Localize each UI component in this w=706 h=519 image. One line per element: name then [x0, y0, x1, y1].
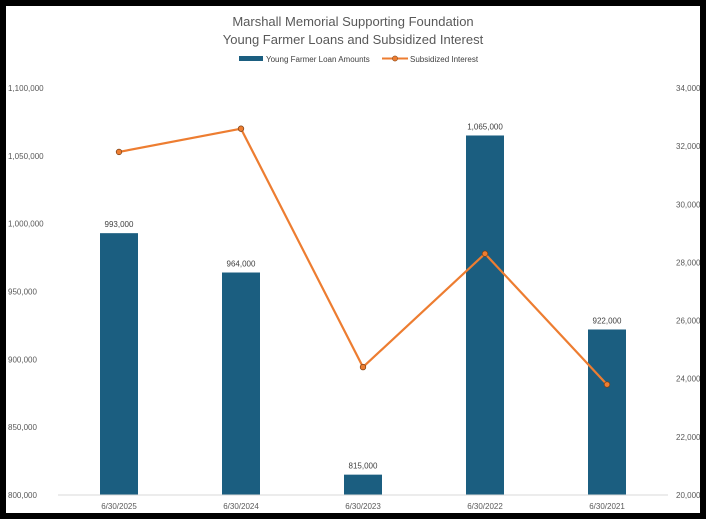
bar-data-label: 922,000	[593, 316, 622, 325]
left-tick-label: 950,000	[8, 288, 37, 297]
bar	[344, 474, 382, 495]
left-tick-label: 1,000,000	[8, 220, 44, 229]
chart-title: Marshall Memorial Supporting Foundation	[232, 14, 473, 29]
bar-data-label: 964,000	[227, 260, 256, 269]
legend-line-marker	[392, 55, 398, 62]
bar	[588, 329, 626, 495]
x-tick-label: 6/30/2025	[101, 502, 137, 511]
right-tick-label: 24,000	[676, 375, 700, 384]
chart-panel: Marshall Memorial Supporting Foundation …	[6, 6, 700, 513]
left-tick-label: 800,000	[8, 491, 37, 500]
bar	[466, 135, 504, 495]
right-tick-label: 22,000	[676, 433, 700, 442]
right-tick-label: 30,000	[676, 200, 700, 209]
right-tick-label: 28,000	[676, 258, 700, 267]
chart-subtitle: Young Farmer Loans and Subsidized Intere…	[223, 32, 484, 47]
legend-line-label: Subsidized Interest	[410, 55, 479, 64]
x-tick-label: 6/30/2024	[223, 502, 259, 511]
right-tick-label: 20,000	[676, 491, 700, 500]
line-point	[115, 148, 123, 156]
bar-data-labels: 993,000 964,000 815,000 1,065,000 922,000	[105, 122, 622, 470]
line-point	[237, 125, 245, 132]
legend-bar-label: Young Farmer Loan Amounts	[266, 55, 370, 64]
x-tick-label: 6/30/2023	[345, 502, 381, 511]
line-point	[359, 363, 367, 371]
bar-data-label: 993,000	[105, 220, 134, 229]
left-tick-label: 1,050,000	[8, 152, 44, 161]
right-tick-label: 26,000	[676, 317, 700, 326]
right-tick-label: 34,000	[676, 84, 700, 93]
legend-bar-swatch	[239, 56, 263, 61]
line-series	[115, 125, 611, 388]
line-point	[481, 250, 489, 257]
bar-data-label: 815,000	[349, 462, 378, 471]
left-tick-label: 1,100,000	[8, 84, 44, 93]
bar-data-label: 1,065,000	[467, 122, 503, 131]
bar	[100, 233, 138, 495]
left-axis: 800,000 850,000 900,000 950,000 1,000,000 1,0…	[8, 84, 44, 500]
x-axis: 6/30/2025 6/30/2024 6/30/2023 6/30/2022 6/30…	[58, 494, 668, 511]
right-axis: 20,000 22,000 24,000 26,000 28,000 30,000 32,0…	[676, 84, 700, 500]
x-tick-label: 6/30/2021	[589, 502, 625, 511]
left-tick-label: 850,000	[8, 423, 37, 432]
chart-legend: Young Farmer Loan Amounts Subsidized Inte…	[239, 55, 479, 64]
right-tick-label: 32,000	[676, 142, 700, 151]
left-tick-label: 900,000	[8, 355, 37, 364]
bar	[222, 272, 260, 495]
bar-series	[100, 135, 626, 495]
line-point	[603, 381, 611, 388]
combo-chart: Marshall Memorial Supporting Foundation …	[8, 14, 700, 511]
subsidized-interest-line	[118, 127, 608, 386]
x-tick-label: 6/30/2022	[467, 502, 503, 511]
